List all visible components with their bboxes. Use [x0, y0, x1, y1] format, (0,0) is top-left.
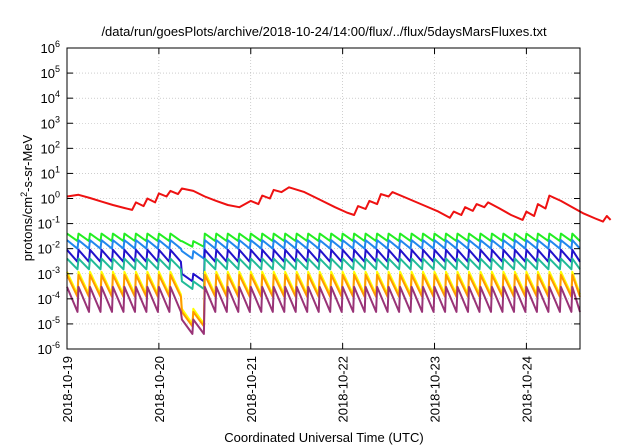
y-tick-label: 104	[41, 89, 60, 106]
y-tick-label: 10-1	[38, 215, 60, 232]
y-tick-labels: 10-610-510-410-310-210-11001011021031041…	[38, 39, 60, 357]
axis-ticks	[66, 47, 580, 350]
y-tick-base: 10	[38, 242, 52, 257]
x-tick-label: 2018-10-19	[60, 356, 75, 423]
y-tick-label: 10-6	[38, 340, 60, 357]
y-axis-label-sup: 2	[19, 192, 29, 197]
chart-title: /data/run/goesPlots/archive/2018-10-24/1…	[101, 24, 547, 39]
y-tick-label: 10-2	[38, 240, 60, 257]
y-tick-label: 102	[41, 139, 60, 156]
y-tick-label: 101	[41, 164, 60, 181]
x-tick-label: 2018-10-23	[428, 356, 443, 423]
y-tick-exp: -6	[52, 340, 60, 350]
y-tick-label: 103	[41, 114, 60, 131]
x-tick-label: 2018-10-24	[519, 356, 534, 423]
flux-series-3	[66, 248, 581, 283]
x-tick-label: 2018-10-22	[336, 356, 351, 423]
y-tick-exp: -4	[52, 290, 60, 300]
y-tick-exp: 6	[55, 39, 60, 49]
y-tick-base: 10	[41, 91, 55, 106]
y-tick-exp: 1	[55, 164, 60, 174]
x-tick-label: 2018-10-20	[152, 356, 167, 423]
y-axis-label-rest: -s-sr-MeV	[20, 134, 35, 191]
y-tick-label: 106	[41, 39, 60, 56]
y-tick-base: 10	[38, 342, 52, 357]
y-axis-label-base: protons/cm	[20, 197, 35, 261]
y-tick-exp: 0	[55, 190, 60, 200]
y-tick-exp: 2	[55, 139, 60, 149]
x-tick-labels: 2018-10-19 2018-10-20 2018-10-21 2018-10-22…	[60, 356, 534, 423]
y-tick-base: 10	[38, 292, 52, 307]
y-tick-exp: -5	[52, 315, 60, 325]
y-tick-exp: 3	[55, 114, 60, 124]
y-tick-label: 10-3	[38, 265, 60, 282]
y-tick-base: 10	[41, 192, 55, 207]
flux-series-2	[66, 239, 581, 260]
y-tick-exp: -1	[52, 215, 60, 225]
y-tick-exp: 4	[55, 89, 60, 99]
series-layer	[66, 186, 612, 335]
x-tick-label: 2018-10-21	[244, 356, 259, 423]
flux-series-5	[66, 270, 581, 325]
y-tick-base: 10	[38, 267, 52, 282]
y-axis-label: protons/cm2-s-sr-MeV	[19, 134, 35, 261]
y-tick-label: 10-4	[38, 290, 60, 307]
y-tick-base: 10	[41, 141, 55, 156]
flux-series-6	[66, 273, 581, 328]
y-tick-label: 105	[41, 64, 60, 81]
flux-series-0	[66, 186, 612, 223]
y-tick-base: 10	[41, 166, 55, 181]
flux-series-1	[66, 232, 581, 248]
flux-series-7	[66, 285, 581, 335]
y-tick-base: 10	[41, 116, 55, 131]
y-tick-base: 10	[38, 317, 52, 332]
y-tick-exp: 5	[55, 64, 60, 74]
flux-series-4	[66, 257, 581, 290]
y-tick-base: 10	[41, 41, 55, 56]
y-tick-label: 10-5	[38, 315, 60, 332]
y-tick-base: 10	[41, 66, 55, 81]
grid-lines	[67, 48, 580, 349]
y-tick-base: 10	[38, 217, 52, 232]
y-tick-exp: -2	[52, 240, 60, 250]
y-tick-exp: -3	[52, 265, 60, 275]
y-tick-label: 100	[41, 190, 60, 207]
x-axis-label: Coordinated Universal Time (UTC)	[224, 430, 423, 445]
